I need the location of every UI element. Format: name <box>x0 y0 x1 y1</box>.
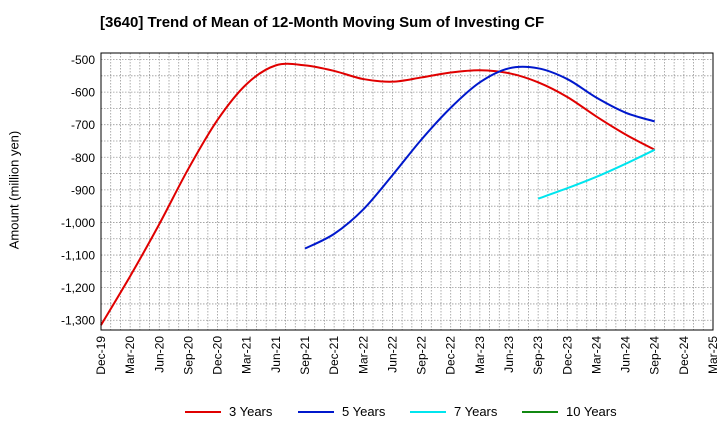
x-tick-label: Dec-20 <box>211 336 225 375</box>
x-tick-label: Sep-23 <box>531 336 545 375</box>
legend-label-10-years: 10 Years <box>566 404 617 419</box>
x-tick-label: Jun-22 <box>385 336 399 373</box>
y-tick-label: -1,300 <box>61 314 95 328</box>
line-chart: -500 -600 -700 -800 -900 -1,000 -1,100 -1,200 -1… <box>61 52 720 375</box>
x-tick-label: Mar-23 <box>473 336 487 374</box>
x-tick-label: Dec-19 <box>94 336 108 375</box>
x-tick-label: Jun-23 <box>502 336 516 373</box>
x-tick-label: Mar-24 <box>589 336 603 374</box>
y-tick-labels: -500 -600 -700 -800 -900 -1,000 -1,100 -1,200 -1… <box>61 53 95 328</box>
legend-item-5-years: 5 Years <box>298 404 385 419</box>
y-tick-label: -700 <box>71 118 95 132</box>
chart-title: [3640] Trend of Mean of 12-Month Moving … <box>100 14 545 31</box>
x-tick-label: Mar-20 <box>123 336 137 374</box>
x-tick-label: Mar-21 <box>240 336 254 374</box>
x-tick-label: Jun-24 <box>619 336 633 373</box>
legend-swatch-3-years <box>185 410 221 413</box>
x-tick-label: Mar-22 <box>356 336 370 374</box>
legend-swatch-10-years <box>522 410 558 413</box>
x-tick-label: Jun-20 <box>152 336 166 373</box>
x-tick-label: Mar-25 <box>706 336 720 374</box>
x-tick-label: Sep-20 <box>181 336 195 375</box>
legend-item-3-years: 3 Years <box>185 404 272 419</box>
plot-frame <box>100 52 714 331</box>
y-tick-label: -1,100 <box>61 249 95 263</box>
x-tick-label: Jun-21 <box>269 336 283 373</box>
series-line-7-years <box>537 148 656 200</box>
y-tick-label: -600 <box>71 86 95 100</box>
legend: 3 Years 5 Years 7 Years 10 Years <box>0 404 720 424</box>
y-tick-label: -1,000 <box>61 216 95 230</box>
legend-item-7-years: 7 Years <box>410 404 497 419</box>
legend-swatch-7-years <box>410 410 446 413</box>
x-tick-label: Dec-21 <box>327 336 341 375</box>
series-line-5-years <box>304 65 655 250</box>
y-tick-label: -900 <box>71 183 95 197</box>
legend-label-3-years: 3 Years <box>229 404 273 419</box>
legend-swatch-5-years <box>298 410 334 413</box>
x-tick-label: Dec-23 <box>560 336 574 375</box>
series-line-3-years <box>100 62 656 326</box>
x-tick-label: Sep-21 <box>298 336 312 375</box>
y-tick-label: -800 <box>71 151 95 165</box>
grid <box>100 53 714 330</box>
legend-item-10-years: 10 Years <box>522 404 617 419</box>
x-tick-label: Sep-22 <box>415 336 429 375</box>
x-tick-label: Sep-24 <box>648 336 662 375</box>
legend-label-5-years: 5 Years <box>342 404 386 419</box>
legend-label-7-years: 7 Years <box>454 404 498 419</box>
x-tick-label: Dec-24 <box>677 336 691 375</box>
y-tick-label: -1,200 <box>61 281 95 295</box>
series-lines <box>100 62 656 326</box>
x-tick-labels: Dec-19 Mar-20 Jun-20 Sep-20 Dec-20 Mar-21 Jun-… <box>94 336 720 375</box>
x-tick-label: Dec-22 <box>444 336 458 375</box>
y-tick-label: -500 <box>71 53 95 67</box>
